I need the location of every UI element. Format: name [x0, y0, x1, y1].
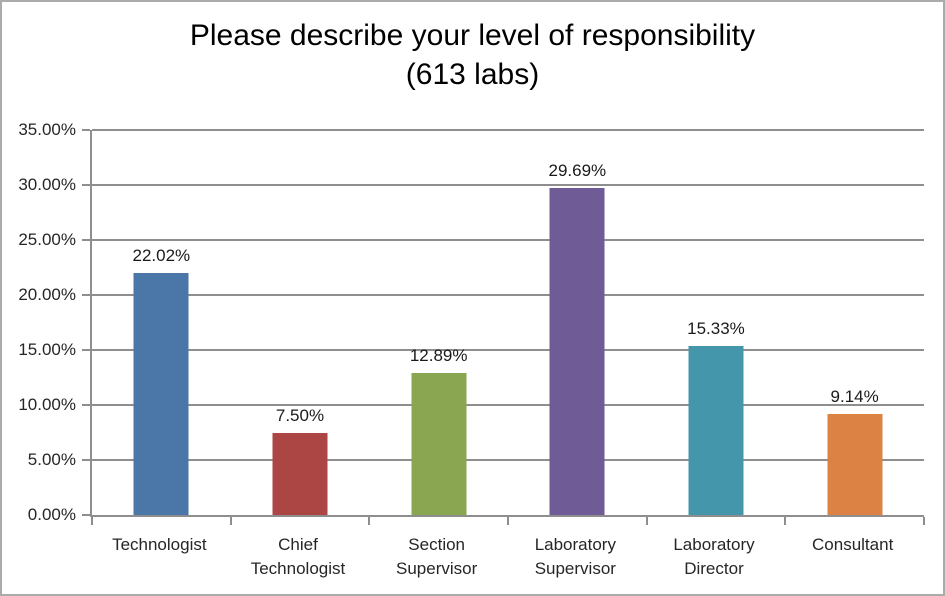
gridline — [92, 349, 924, 351]
y-axis-tick — [82, 459, 90, 462]
y-axis-tick-label: 5.00% — [27, 450, 76, 469]
x-axis-tick — [229, 517, 232, 525]
x-axis-category-label: Laboratory Supervisor — [534, 535, 616, 578]
bar-value-label: 7.50% — [275, 405, 325, 425]
category-column: 22.02% — [92, 130, 231, 515]
category-column: 12.89% — [369, 130, 508, 515]
bar-value-label: 22.02% — [132, 245, 191, 265]
x-axis-tick — [507, 517, 509, 525]
x-axis-tick — [368, 517, 371, 525]
category-column: 15.33% — [647, 130, 786, 515]
bar-value-label: 12.89% — [409, 346, 468, 366]
chart-title: Please describe your level of responsibi… — [2, 16, 943, 94]
bar-technologist — [133, 272, 189, 515]
y-axis-tick-label: 0.00% — [27, 505, 76, 524]
x-axis-category-label: Laboratory Director — [673, 535, 755, 578]
chart-title-line2: (613 labs) — [405, 58, 540, 91]
y-axis-tick — [82, 239, 90, 241]
y-axis-tick-label: 35.00% — [18, 120, 76, 139]
plot-area: 22.02% 7.50% 12.89% 29.69% 15.33% 9.14% — [82, 129, 925, 525]
bar-section-supervisor — [411, 373, 467, 515]
y-axis-tick-label: 20.00% — [18, 285, 76, 304]
x-axis-category-label: Section Supervisor — [396, 535, 478, 578]
gridline — [92, 239, 924, 241]
gridline — [92, 184, 924, 186]
x-axis-tick — [645, 517, 648, 525]
bar-value-label: 29.69% — [548, 161, 607, 181]
y-axis-tick — [82, 129, 90, 131]
category-column: 9.14% — [785, 130, 924, 515]
category-column: 7.50% — [231, 130, 370, 515]
gridline — [92, 404, 924, 407]
bar-chief-technologist — [272, 432, 328, 515]
chart-title-line1: Please describe your level of responsibi… — [189, 19, 756, 52]
x-axis-category-label: Consultant — [812, 535, 894, 554]
y-axis-tick-label: 10.00% — [18, 395, 76, 414]
gridline — [92, 129, 924, 131]
x-axis-category-label: Technologist — [112, 535, 207, 554]
x-axis-tick — [784, 517, 787, 525]
bar-value-label: 15.33% — [687, 319, 745, 339]
y-axis-tick-label: 15.00% — [18, 340, 76, 359]
bar-laboratory-supervisor — [549, 188, 605, 515]
gridline — [92, 459, 924, 462]
y-axis-tick — [82, 514, 90, 516]
x-axis-category-label: Chief Technologist — [250, 535, 346, 578]
gridline — [92, 294, 924, 297]
y-axis-tick — [82, 184, 90, 186]
y-axis-tick-label: 25.00% — [18, 230, 76, 249]
bar-value-label: 9.14% — [830, 387, 879, 407]
bar-consultant — [827, 414, 883, 515]
category-column: 29.69% — [508, 130, 647, 515]
y-axis-tick — [82, 294, 90, 297]
x-axis-tick — [91, 517, 93, 525]
x-axis-tick — [923, 517, 925, 525]
y-axis-tick-label: 30.00% — [18, 175, 76, 194]
y-axis-tick — [82, 349, 90, 351]
y-axis-tick — [82, 404, 90, 407]
bar-laboratory-director — [688, 346, 744, 515]
